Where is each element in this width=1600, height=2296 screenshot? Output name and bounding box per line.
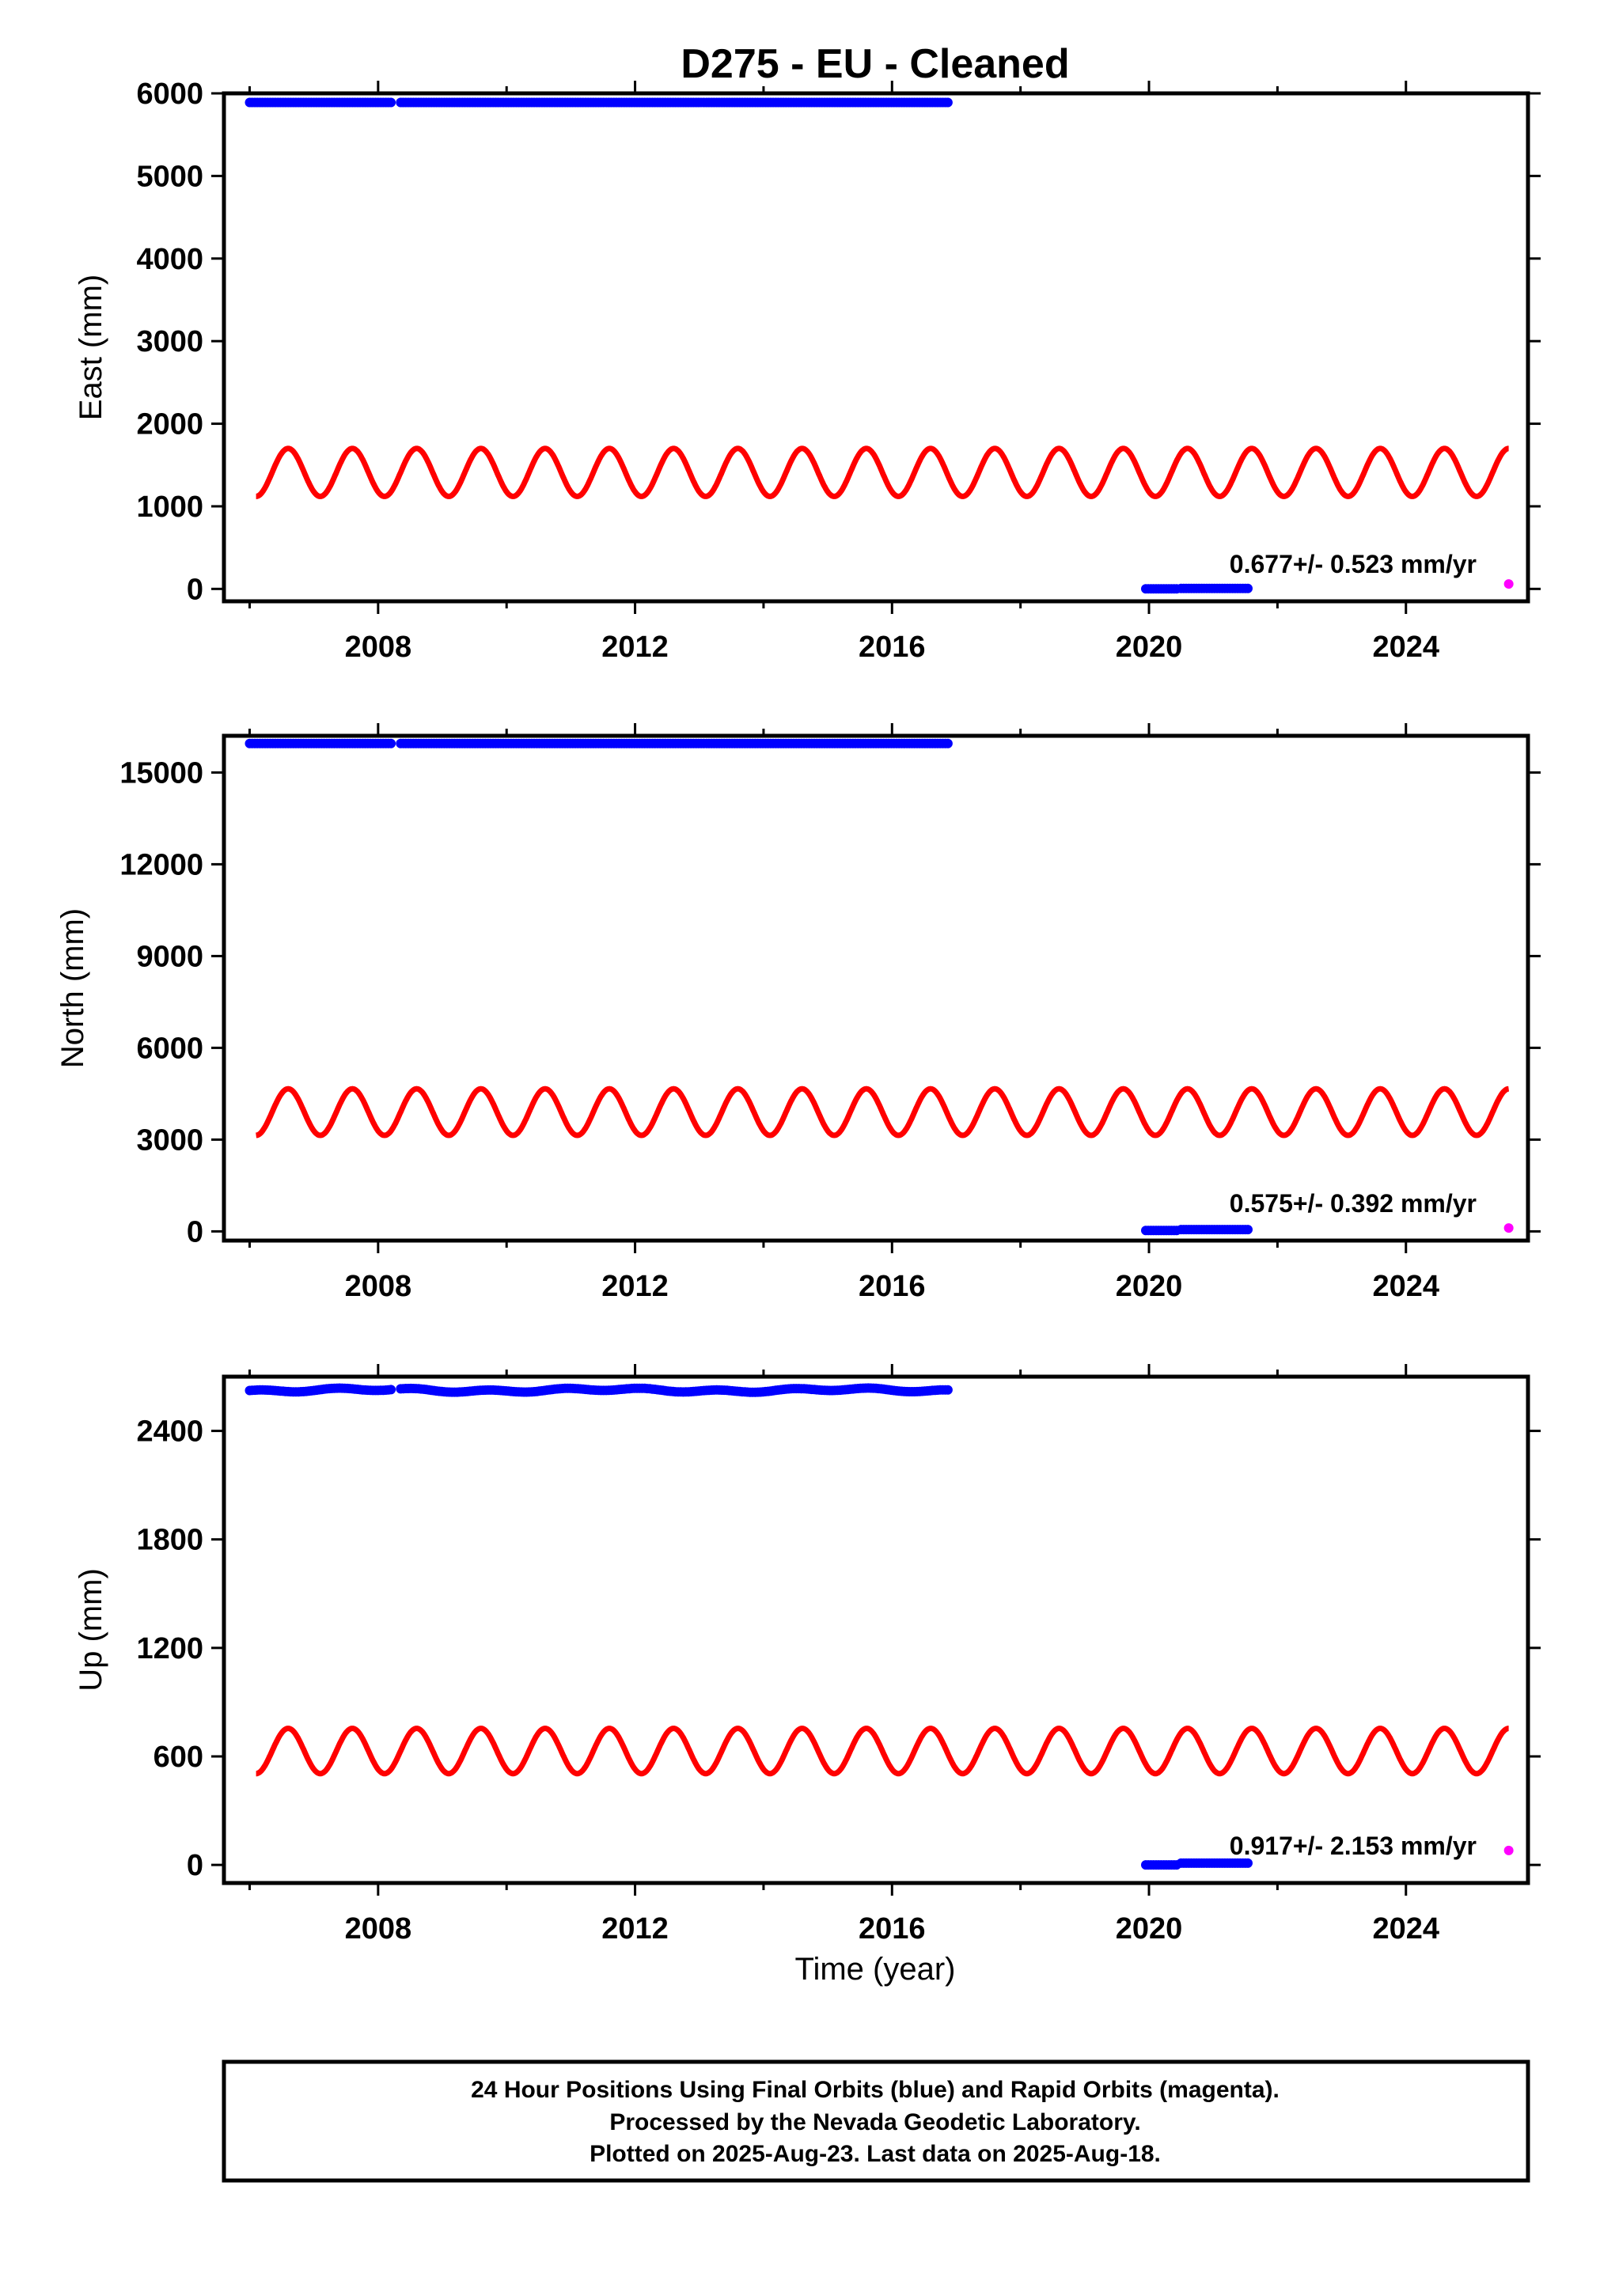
north-model-curve [256, 1085, 1510, 1139]
up-final-segment [396, 1383, 953, 1397]
east-y-tick-label: 1000 [136, 491, 203, 524]
up-x-tick-label: 2020 [1116, 1912, 1183, 1946]
north-final-point [1243, 1225, 1253, 1235]
up-y-axis-label: Up (mm) [74, 1568, 108, 1692]
north-final-segment [245, 738, 396, 748]
up-y-tick-label: 1200 [136, 1632, 203, 1665]
east-y-tick-label: 0 [187, 573, 203, 606]
north-panel: 2008 2012 2016 2020 2024 0 3000 6000 9000 12000 15… [55, 723, 1541, 1303]
east-y-axis-label: East (mm) [74, 275, 108, 420]
up-final-segment [245, 1383, 396, 1397]
east-y-tick-label: 6000 [136, 78, 203, 111]
up-x-tick-label: 2008 [345, 1912, 412, 1946]
north-x-tick-label: 2012 [601, 1270, 669, 1303]
x-axis-label: Time (year) [795, 1952, 956, 1987]
north-y-tick-label: 0 [187, 1215, 203, 1248]
east-y-tick-label: 5000 [136, 160, 203, 193]
up-y-tick-label: 2400 [136, 1415, 203, 1449]
north-final-segment [1176, 1225, 1253, 1235]
north-x-tick-label: 2016 [859, 1270, 926, 1303]
up-x-tick-label: 2024 [1372, 1912, 1439, 1946]
north-x-tick-label: 2008 [345, 1270, 412, 1303]
north-y-tick-label: 15000 [119, 756, 203, 790]
up-final-point [942, 1385, 953, 1395]
up-y-tick-label: 1800 [136, 1524, 203, 1557]
up-panel: 2008 2012 2016 2020 2024 0 600 1200 1800 2400 Up (… [74, 1364, 1541, 1946]
up-final-point [1243, 1858, 1253, 1868]
footer-line-3: Plotted on 2025-Aug-23. Last data on 202… [590, 2141, 1161, 2167]
east-final-segment [1141, 584, 1181, 594]
east-frame [222, 91, 1530, 604]
north-frame [222, 733, 1530, 1243]
up-rapid-point [1503, 1845, 1514, 1855]
chart-title: D275 - EU - Cleaned [681, 41, 1069, 87]
up-y-tick-label: 0 [187, 1849, 203, 1882]
east-rapid-point [1503, 579, 1514, 589]
north-y-tick-label: 6000 [136, 1032, 203, 1065]
east-y-tick-label: 3000 [136, 325, 203, 358]
up-rate-text: 0.917+/- 2.153 mm/yr [1230, 1832, 1477, 1860]
east-final-point [386, 97, 396, 108]
up-x-tick-label: 2016 [859, 1912, 926, 1946]
footer-line-2: Processed by the Nevada Geodetic Laborat… [609, 2109, 1140, 2135]
north-y-tick-label: 12000 [119, 848, 203, 881]
north-final-point [942, 738, 953, 748]
north-rate-text: 0.575+/- 0.392 mm/yr [1230, 1189, 1477, 1218]
east-x-tick-label: 2012 [601, 631, 669, 664]
north-final-segment [1141, 1226, 1181, 1236]
north-y-axis-label: North (mm) [55, 908, 90, 1068]
up-final-point [386, 1385, 396, 1395]
north-final-segment [396, 738, 953, 748]
up-final-segment [1176, 1858, 1253, 1868]
north-x-tick-label: 2024 [1372, 1270, 1439, 1303]
east-rate-text: 0.677+/- 0.523 mm/yr [1230, 550, 1477, 578]
north-final-point [386, 738, 396, 748]
east-model-curve [256, 445, 1509, 499]
east-final-segment [1176, 583, 1253, 593]
north-rapid-point [1503, 1223, 1514, 1233]
footer-box: 24 Hour Positions Using Final Orbits (bl… [222, 2059, 1530, 2183]
up-frame [222, 1374, 1530, 1885]
up-x-tick-label: 2012 [601, 1912, 669, 1946]
east-x-tick-label: 2024 [1372, 631, 1439, 664]
east-final-segment [245, 97, 396, 108]
east-x-tick-label: 2008 [345, 631, 412, 664]
east-x-tick-label: 2016 [859, 631, 926, 664]
up-y-tick-label: 600 [154, 1741, 203, 1774]
east-final-segment [396, 97, 953, 108]
east-final-point [942, 97, 953, 108]
footer-line-1: 24 Hour Positions Using Final Orbits (bl… [471, 2077, 1280, 2103]
east-panel: 2008 2012 2016 2020 2024 0 1000 2000 3000 4000 500… [74, 78, 1541, 664]
east-y-tick-label: 4000 [136, 243, 203, 276]
east-x-tick-label: 2020 [1116, 631, 1183, 664]
north-x-tick-label: 2020 [1116, 1270, 1183, 1303]
up-model-curve [256, 1726, 1509, 1777]
north-y-tick-label: 3000 [136, 1123, 203, 1157]
up-final-segment [1141, 1860, 1181, 1870]
north-y-tick-label: 9000 [136, 940, 203, 973]
east-final-point [1243, 583, 1253, 593]
east-y-tick-label: 2000 [136, 408, 203, 441]
